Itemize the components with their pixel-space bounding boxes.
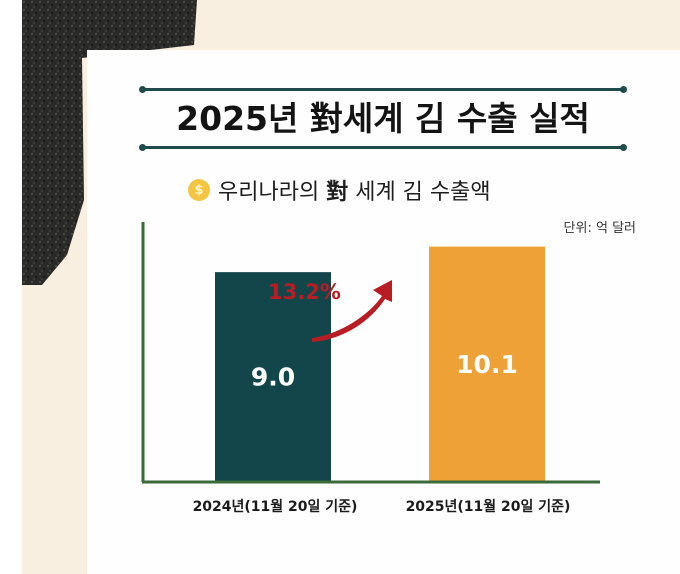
title-rule-bottom: [139, 144, 627, 151]
rule-dot: [139, 144, 146, 151]
growth-arrow: [312, 280, 392, 342]
bar-2025: [429, 246, 545, 481]
unit-label: 단위: 억 달러: [563, 221, 636, 236]
bar-value-label: 9.0: [251, 363, 295, 392]
subtitle-prefix: 우리나라의: [218, 180, 327, 205]
dollar-coin-icon: $: [188, 179, 210, 201]
x-tick-label: 2024년(11월 20일 기준): [192, 499, 358, 515]
rule-dot: [139, 86, 146, 93]
rule-dot: [620, 86, 627, 93]
subtitle-text: 우리나라의 對 세계 김 수출액: [218, 174, 491, 206]
chart-card: [87, 50, 680, 574]
seaweed-image: [22, 0, 197, 285]
title-rule-top: [139, 86, 627, 93]
bar-value-label: 10.1: [456, 350, 518, 379]
subtitle-suffix: 세계 김 수출액: [348, 180, 491, 205]
chart-subtitle: $ 우리나라의 對 세계 김 수출액: [188, 172, 491, 208]
growth-annotation: 13.2%: [268, 280, 341, 304]
x-tick-label: 2025년(11월 20일 기준): [405, 499, 571, 515]
rule-dot: [620, 144, 627, 151]
bar-2024: [215, 272, 331, 481]
subtitle-bold: 對: [326, 180, 349, 205]
page-title: 2025년 對세계 김 수출 실적: [176, 99, 590, 138]
